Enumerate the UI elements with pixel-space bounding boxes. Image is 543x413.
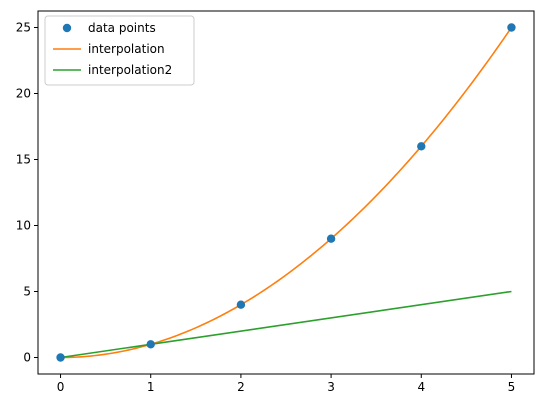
- y-tick-label-15: 15: [16, 153, 31, 167]
- series-line-interpolation2: [60, 290, 512, 359]
- data-point-3: [326, 234, 336, 243]
- x-axis: 0 1 2 3 4 5: [57, 374, 516, 394]
- series-layer: [56, 23, 516, 362]
- legend-label-data-points: data points: [88, 21, 156, 35]
- data-point-5: [507, 23, 516, 32]
- x-tick-label-3: 3: [327, 380, 335, 394]
- x-tick-label-2: 2: [237, 380, 245, 394]
- y-tick-label-25: 25: [16, 21, 31, 35]
- y-axis: 0 5 10 15 20 25: [16, 21, 38, 365]
- legend: data points interpolation interpolation2: [44, 15, 195, 86]
- y-tick-label-10: 10: [16, 219, 31, 233]
- legend-label-interpolation2: interpolation2: [88, 63, 172, 77]
- legend-label-interpolation: interpolation: [88, 42, 165, 56]
- y-tick-label-5: 5: [23, 285, 31, 299]
- x-tick-label-0: 0: [57, 380, 65, 394]
- plot-area: [37, 10, 535, 375]
- data-point-4: [417, 142, 426, 151]
- data-point-0: [56, 353, 65, 362]
- y-tick-label-0: 0: [23, 351, 31, 365]
- legend-box: [44, 15, 195, 86]
- y-tick-label-20: 20: [16, 87, 31, 101]
- x-tick-label-4: 4: [417, 380, 425, 394]
- series-line-interpolation: [60, 27, 513, 359]
- legend-marker-data-points: [62, 23, 72, 33]
- data-point-2: [236, 300, 246, 309]
- x-tick-label-5: 5: [508, 380, 516, 394]
- data-point-1: [146, 340, 155, 349]
- x-tick-label-1: 1: [147, 380, 155, 394]
- axes-frame: [37, 10, 535, 375]
